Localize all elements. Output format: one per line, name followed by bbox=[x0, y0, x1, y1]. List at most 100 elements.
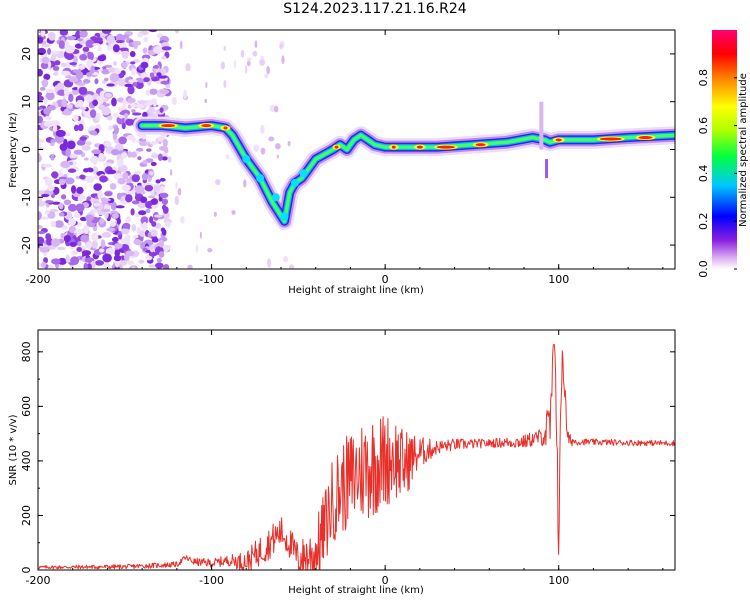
noise-speckle bbox=[129, 50, 136, 58]
noise-speckle bbox=[287, 140, 291, 147]
noise-speckle bbox=[102, 162, 112, 167]
noise-speckle bbox=[77, 99, 84, 107]
noise-speckle bbox=[79, 53, 88, 61]
noise-speckle bbox=[44, 115, 52, 121]
noise-speckle bbox=[132, 82, 138, 87]
spectrogram-xlabel: Height of straight line (km) bbox=[288, 285, 424, 296]
noise-speckle bbox=[58, 40, 65, 49]
ridge-peak-core bbox=[161, 124, 176, 128]
noise-speckle bbox=[85, 94, 93, 103]
noise-speckle bbox=[145, 255, 153, 261]
noise-speckle bbox=[73, 212, 81, 219]
noise-speckle bbox=[151, 98, 157, 103]
noise-speckle bbox=[99, 218, 105, 225]
noise-speckle bbox=[73, 149, 83, 155]
noise-speckle bbox=[140, 216, 149, 225]
noise-speckle bbox=[78, 64, 86, 70]
noise-speckle bbox=[44, 209, 50, 215]
noise-speckle bbox=[105, 247, 114, 256]
noise-speckle bbox=[107, 45, 113, 51]
noise-speckle bbox=[125, 194, 133, 203]
noise-speckle bbox=[159, 192, 169, 199]
noise-speckle bbox=[243, 179, 247, 188]
noise-speckle bbox=[233, 59, 236, 69]
noise-speckle bbox=[146, 148, 152, 152]
noise-speckle bbox=[269, 104, 276, 112]
noise-speckle bbox=[43, 120, 53, 127]
noise-speckle bbox=[130, 266, 136, 269]
noise-speckle bbox=[52, 201, 61, 205]
noise-speckle bbox=[126, 177, 131, 184]
noise-speckle bbox=[125, 250, 135, 257]
noise-speckle bbox=[100, 197, 107, 203]
noise-speckle bbox=[83, 225, 89, 234]
noise-speckle bbox=[179, 40, 183, 50]
noise-speckle bbox=[205, 81, 208, 89]
noise-speckle bbox=[150, 229, 157, 237]
noise-speckle bbox=[215, 179, 221, 186]
noise-speckle bbox=[130, 104, 139, 108]
noise-speckle bbox=[127, 260, 135, 266]
noise-speckle bbox=[149, 72, 155, 78]
noise-speckle bbox=[58, 176, 67, 180]
noise-speckle bbox=[151, 237, 159, 243]
noise-speckle bbox=[75, 82, 86, 86]
noise-speckle bbox=[54, 220, 64, 228]
noise-speckle bbox=[138, 210, 147, 216]
noise-speckle bbox=[65, 61, 70, 70]
noise-speckle bbox=[213, 211, 217, 217]
noise-speckle bbox=[151, 204, 159, 209]
noise-speckle bbox=[58, 169, 63, 177]
noise-speckle bbox=[47, 47, 52, 55]
noise-speckle bbox=[138, 259, 145, 264]
noise-speckle bbox=[141, 133, 147, 140]
noise-speckle bbox=[47, 185, 55, 192]
colorbar-gradient bbox=[712, 30, 737, 269]
noise-speckle bbox=[38, 230, 46, 235]
noise-speckle bbox=[158, 251, 165, 258]
noise-speckle bbox=[89, 155, 99, 164]
noise-speckle bbox=[38, 142, 42, 147]
noise-speckle bbox=[135, 81, 144, 90]
noise-speckle bbox=[38, 106, 43, 111]
noise-speckle bbox=[137, 33, 143, 38]
noise-speckle bbox=[260, 124, 265, 134]
ridge-peak-core bbox=[334, 145, 339, 149]
ridge-blob bbox=[242, 155, 251, 164]
noise-speckle bbox=[93, 183, 103, 191]
noise-speckle bbox=[109, 221, 117, 227]
noise-speckle bbox=[281, 55, 285, 65]
noise-speckle bbox=[68, 225, 76, 234]
noise-speckle bbox=[83, 168, 89, 173]
noise-speckle bbox=[59, 143, 68, 152]
noise-speckle bbox=[51, 171, 59, 179]
noise-speckle bbox=[207, 247, 213, 253]
ridge-green bbox=[140, 123, 675, 223]
noise-speckle bbox=[149, 141, 159, 145]
noise-speckle bbox=[50, 138, 57, 143]
noise-speckle bbox=[38, 196, 42, 203]
noise-speckle bbox=[83, 262, 88, 269]
noise-speckle bbox=[121, 122, 126, 130]
noise-speckle bbox=[90, 65, 95, 74]
noise-speckle bbox=[161, 198, 169, 205]
noise-speckle bbox=[58, 212, 65, 217]
noise-speckle bbox=[91, 149, 102, 155]
noise-speckle bbox=[159, 185, 165, 193]
noise-speckle bbox=[111, 236, 119, 243]
noise-speckle bbox=[89, 198, 99, 202]
noise-speckle bbox=[275, 143, 281, 150]
noise-speckle bbox=[125, 215, 132, 223]
noise-speckle bbox=[43, 73, 51, 81]
noise-speckle bbox=[46, 237, 53, 246]
noise-speckle bbox=[157, 153, 163, 161]
colorbar-tick-label: 0.6 bbox=[697, 117, 710, 135]
noise-speckle bbox=[99, 175, 108, 183]
noise-speckle bbox=[63, 235, 72, 243]
noise-speckle bbox=[116, 158, 124, 166]
noise-speckle bbox=[160, 80, 170, 85]
noise-speckle bbox=[160, 227, 166, 233]
noise-speckle bbox=[159, 177, 166, 182]
noise-speckle bbox=[65, 132, 71, 137]
noise-speckle bbox=[110, 201, 117, 211]
